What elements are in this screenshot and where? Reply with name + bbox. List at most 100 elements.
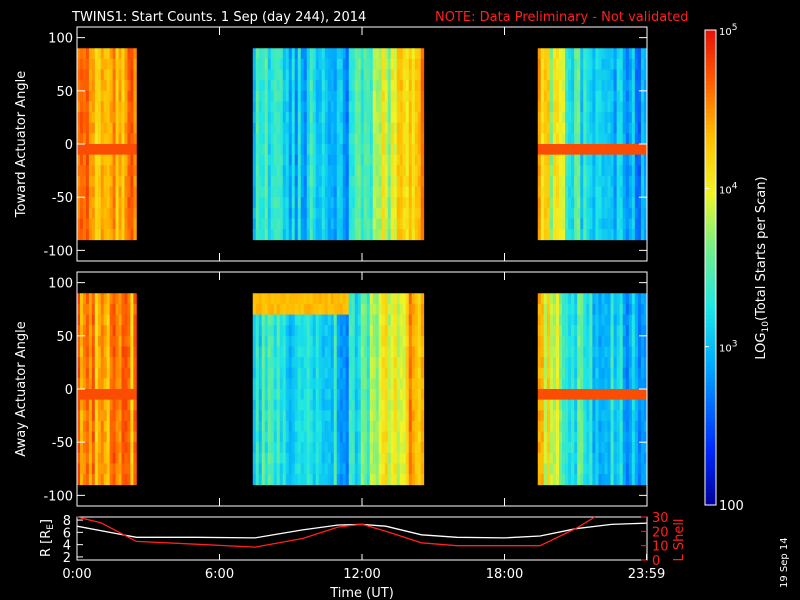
heatmap-cell [420, 90, 425, 102]
heatmap-cell [568, 463, 572, 475]
heatmap-cell [342, 69, 347, 81]
heatmap-cell [324, 325, 329, 337]
heatmap-cell [312, 144, 317, 156]
heatmap-cell [267, 175, 272, 187]
heatmap-cell [348, 442, 353, 454]
heatmap-cell [127, 389, 131, 401]
heatmap-cell [360, 389, 365, 401]
heatmap-cell [387, 346, 392, 358]
heatmap-cell [115, 90, 119, 102]
heatmap-cell [558, 154, 563, 166]
heatmap-cell [297, 69, 302, 81]
heatmap-cell [306, 367, 311, 379]
heatmap-cell [604, 367, 608, 379]
heatmap-cell [303, 399, 308, 411]
heatmap-cell [598, 154, 602, 166]
heatmap-cell [279, 90, 284, 102]
heatmap-cell [297, 357, 302, 369]
heatmap-cell [91, 474, 96, 486]
heatmap-cell [574, 325, 578, 337]
heatmap-cell [100, 335, 105, 347]
heatmap-cell [568, 325, 572, 337]
heatmap-cell [288, 80, 293, 92]
heatmap-cell [372, 410, 377, 422]
heatmap-cell [643, 325, 648, 337]
heatmap-cell [565, 165, 569, 177]
heatmap-cell [130, 165, 134, 177]
heatmap-cell [109, 442, 114, 454]
heatmap-cell [79, 293, 84, 305]
heatmap-cell [351, 175, 356, 187]
heatmap-cell [390, 420, 395, 432]
heatmap-cell [294, 69, 299, 81]
heatmap-cell [330, 80, 335, 92]
heatmap-cell [574, 175, 578, 187]
heatmap-cell [595, 378, 599, 390]
heatmap-cell [399, 346, 404, 358]
heatmap-cell [369, 420, 374, 432]
heatmap-cell [610, 431, 615, 443]
heatmap-cell [414, 431, 419, 443]
heatmap-cell [115, 207, 119, 219]
heatmap-cell [121, 303, 125, 315]
heatmap-cell [255, 452, 260, 464]
heatmap-cell [285, 389, 290, 401]
heatmap-cell [411, 335, 416, 347]
heatmap-cell [619, 420, 624, 432]
heatmap-cell [294, 122, 299, 134]
heatmap-cell [312, 122, 317, 134]
heatmap-cell [318, 90, 323, 102]
heatmap-cell [339, 399, 344, 411]
heatmap-cell [411, 410, 416, 422]
x-axis-label: Time (UT) [329, 586, 394, 600]
heatmap-cell [616, 112, 621, 124]
heatmap-cell [555, 186, 560, 198]
heatmap-cell [339, 389, 344, 401]
colorbar-segment [705, 37, 716, 43]
heatmap-cell [555, 452, 560, 464]
heatmap-cell [118, 314, 122, 326]
heatmap-cell [339, 122, 344, 134]
heatmap-cell [276, 293, 281, 305]
heatmap-cell [396, 420, 401, 432]
heatmap-cell [103, 410, 108, 422]
heatmap-cell [546, 346, 551, 358]
heatmap-cell [619, 90, 624, 102]
heatmap-cell [324, 303, 329, 315]
heatmap-cell [291, 80, 296, 92]
colorbar-segment [705, 152, 716, 158]
heatmap-cell [628, 378, 633, 390]
heatmap-cell [405, 112, 410, 124]
heatmap-cell [546, 314, 551, 326]
heatmap-cell [372, 207, 377, 219]
colorbar-segment [705, 425, 716, 431]
heatmap-cell [294, 293, 299, 305]
heatmap-cell [85, 442, 90, 454]
heatmap-cell [420, 420, 425, 432]
heatmap-cell [309, 431, 314, 443]
heatmap-cell [574, 410, 578, 422]
heatmap-cell [580, 378, 584, 390]
heatmap-cell [112, 186, 116, 198]
heatmap-cell [109, 175, 114, 187]
heatmap-cell [327, 357, 332, 369]
heatmap-cell [549, 346, 554, 358]
heatmap-cell [327, 197, 332, 209]
heatmap-cell [288, 335, 293, 347]
heatmap-cell [258, 90, 263, 102]
heatmap-cell [85, 346, 90, 358]
heatmap-cell [106, 325, 111, 337]
heatmap-cell [288, 410, 293, 422]
heatmap-cell [85, 399, 90, 411]
heatmap-cell [417, 325, 422, 337]
heatmap-cell [261, 389, 266, 401]
heatmap-cell [77, 229, 81, 241]
heatmap-cell [267, 325, 272, 337]
heatmap-cell [82, 452, 87, 464]
heatmap-cell [100, 399, 105, 411]
heatmap-cell [315, 367, 320, 379]
heatmap-cell [592, 154, 596, 166]
heatmap-cell [546, 410, 551, 422]
heatmap-cell [339, 154, 344, 166]
